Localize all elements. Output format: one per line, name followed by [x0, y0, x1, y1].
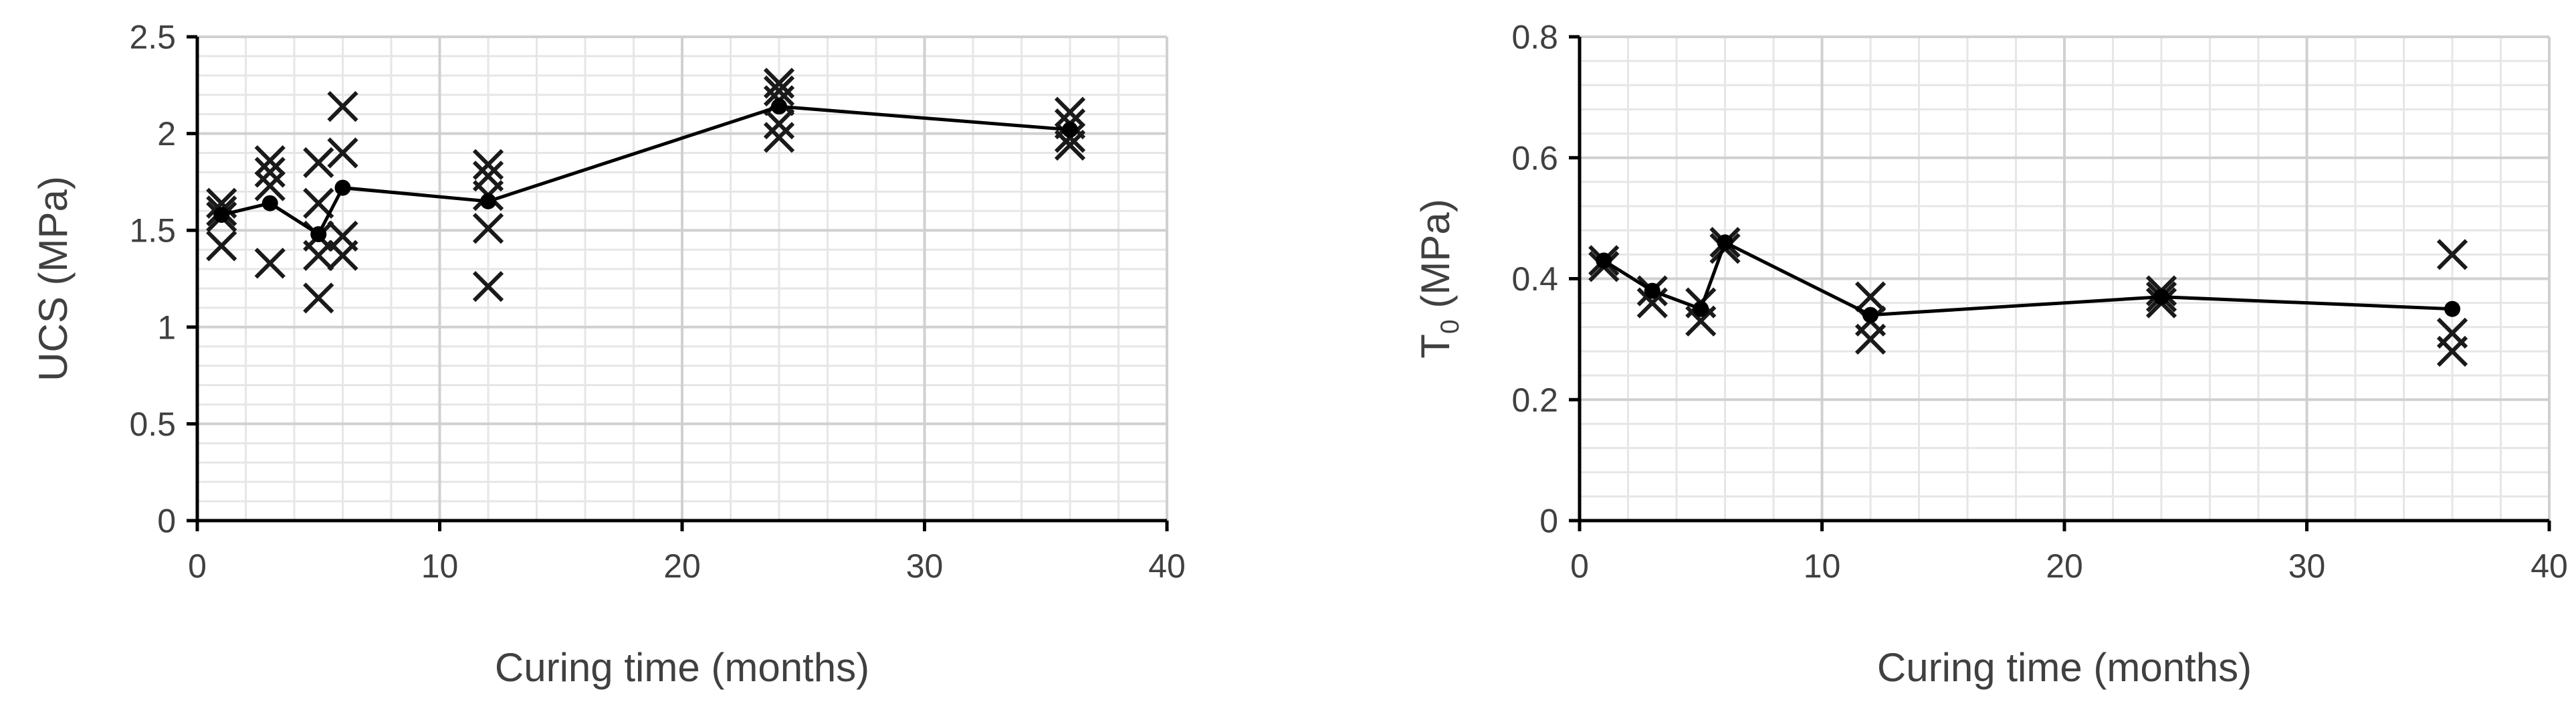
x-marker: [303, 187, 334, 219]
x-marker: [763, 75, 795, 107]
x-tick-label: 0: [188, 547, 207, 585]
x-tick-label: 30: [906, 547, 944, 585]
y-tick-label: 0: [157, 503, 176, 540]
x-marker: [472, 270, 504, 302]
x-marker: [254, 248, 286, 279]
series-individual-samples: [1588, 227, 2468, 367]
x-marker: [327, 220, 358, 252]
x-marker: [763, 68, 795, 99]
x-axis-title: Curing time (months): [1877, 645, 2252, 690]
y-axis-title-main: T: [1413, 334, 1458, 359]
mean-point: [2444, 300, 2460, 317]
x-tick-label: 0: [1570, 547, 1589, 585]
y-tick-label: 0.2: [1511, 381, 1558, 419]
x-marker: [763, 108, 795, 140]
mean-point: [1062, 121, 1078, 138]
x-marker: [206, 230, 237, 262]
mean-point: [261, 195, 278, 211]
y-tick-label: 0.4: [1511, 260, 1558, 298]
mean-point: [213, 207, 230, 223]
series-individual-samples: [206, 68, 1086, 314]
x-tick-label: 20: [663, 547, 701, 585]
mean-line: [221, 104, 1071, 237]
mean-point: [310, 226, 327, 242]
x-axis-title: Curing time (months): [495, 645, 869, 690]
mean-point: [334, 179, 351, 196]
x-marker: [254, 170, 286, 201]
x-marker: [472, 213, 504, 244]
mean-point: [1644, 282, 1660, 299]
chart-ucs: 0 0.5 1 1.5 2 2.5 0 10 20 30 40 Curing time (months…: [31, 19, 1186, 691]
series-mean-line: [213, 98, 1078, 242]
x-marker: [254, 157, 286, 188]
x-marker: [327, 137, 358, 169]
x-tick-label: 40: [1148, 547, 1186, 585]
y-tick-label: 1: [157, 308, 176, 346]
mean-point: [771, 98, 787, 115]
x-marker: [327, 90, 358, 122]
y-tick-label: 0.8: [1511, 19, 1558, 56]
y-axis-title-unit: (MPa): [1413, 199, 1458, 319]
x-marker: [1054, 96, 1086, 128]
y-tick-label: 2: [157, 115, 176, 153]
mean-point: [480, 193, 496, 209]
x-marker: [2436, 239, 2468, 270]
y-tick-label: 0.6: [1511, 139, 1558, 177]
y-axis-title: T0 (MPa): [1413, 199, 1465, 358]
x-marker: [763, 122, 795, 153]
x-marker: [303, 282, 334, 314]
x-marker: [1854, 281, 1887, 312]
mean-point: [1862, 306, 1879, 323]
x-tick-label: 20: [2046, 547, 2083, 585]
chart-tensile: 0 0.2 0.4 0.6 0.8 0 10 20 30 40 Curing time (month…: [1413, 19, 2568, 691]
x-tick-label: 40: [2531, 547, 2568, 585]
y-tick-label: 1.5: [129, 212, 176, 250]
y-axis-title-subscript: 0: [1436, 319, 1465, 334]
x-tick-label: 10: [421, 547, 459, 585]
x-marker: [472, 149, 504, 180]
y-tick-label: 0: [1539, 503, 1558, 540]
mean-point: [1596, 252, 1612, 269]
x-marker: [254, 145, 286, 177]
series-mean-line: [1596, 234, 2460, 323]
y-tick-label: 0.5: [129, 406, 176, 443]
mean-point: [1717, 234, 1733, 251]
x-marker: [472, 161, 504, 192]
mean-point: [2153, 288, 2169, 305]
x-tick-label: 30: [2288, 547, 2326, 585]
major-grid: [1580, 35, 2551, 521]
y-tick-label: 2.5: [129, 19, 176, 56]
x-marker: [303, 147, 334, 179]
x-marker: [2436, 317, 2468, 349]
y-axis-title: UCS (MPa): [31, 176, 76, 381]
major-grid: [197, 35, 1168, 521]
mean-point: [1693, 300, 1709, 317]
x-tick-label: 10: [1804, 547, 1841, 585]
